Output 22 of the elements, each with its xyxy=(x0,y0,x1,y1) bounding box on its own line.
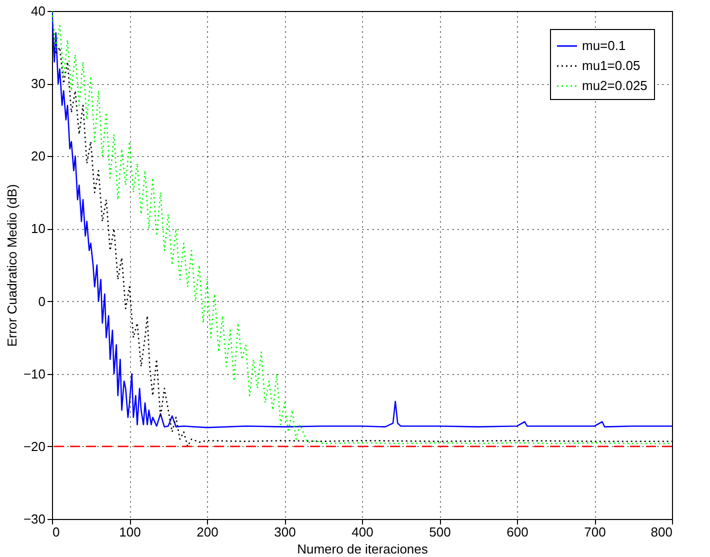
y-tick-label: 40 xyxy=(31,4,46,18)
y-tick-label: −10 xyxy=(23,366,46,382)
y-tick-label: 0 xyxy=(38,294,46,309)
x-tick-label: 100 xyxy=(119,524,141,540)
x-tick-label: 0 xyxy=(52,524,60,540)
y-tick-label: −30 xyxy=(23,512,46,526)
y-tick-label: 30 xyxy=(31,76,46,92)
y-tick-label: 10 xyxy=(31,221,46,236)
y-tick-label: 20 xyxy=(31,148,46,164)
x-tick-label: 200 xyxy=(196,524,218,540)
legend-label: mu2=0.025 xyxy=(582,78,648,93)
x-axis-title: Numero de iteraciones xyxy=(297,542,428,556)
x-tick-label: 300 xyxy=(274,524,296,540)
y-axis-title: Error Cuadratico Medio (dB) xyxy=(4,184,20,347)
x-tick-label: 500 xyxy=(429,524,451,540)
legend-label: mu1=0.05 xyxy=(582,58,640,73)
x-tick-label: 600 xyxy=(506,524,528,540)
x-tick-label: 400 xyxy=(352,524,374,540)
y-tick-label: −20 xyxy=(23,438,46,454)
x-tick-label: 800 xyxy=(650,524,672,540)
x-tick-label: 700 xyxy=(584,524,606,540)
legend-label: mu=0.1 xyxy=(582,38,626,53)
